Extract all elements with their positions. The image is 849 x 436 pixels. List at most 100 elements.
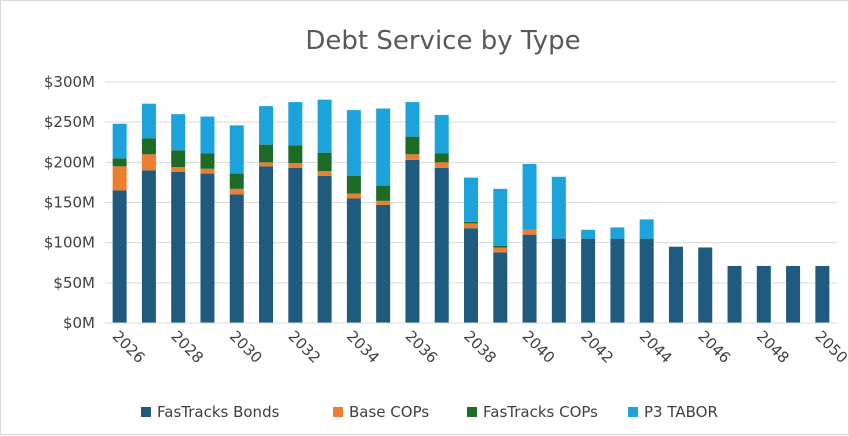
bar-segment-p3-tabor-2027 [141,103,156,139]
bar-segment-fastracks-bonds-2035 [376,204,391,323]
x-tick-label: 2042 [577,327,617,367]
legend-label: Base COPs [349,403,429,421]
bar-segment-fastracks-bonds-2029 [200,173,215,323]
bar-segment-fastracks-bonds-2047 [727,265,742,323]
bar-segment-p3-tabor-2036 [405,102,420,137]
legend-label: P3 TABOR [644,403,718,421]
bar-segment-fastracks-bonds-2041 [551,238,566,323]
bar-segment-fastracks-bonds-2049 [786,265,801,323]
bar-segment-p3-tabor-2037 [434,114,449,154]
bar-segment-p3-tabor-2026 [112,123,127,159]
bar-segment-p3-tabor-2032 [288,102,303,146]
bar-segment-fastracks-bonds-2038 [464,228,478,323]
bar-segment-p3-tabor-2044 [639,219,654,239]
bar-segment-fastracks-cops-2039 [493,245,508,248]
bar-segment-fastracks-bonds-2044 [639,238,654,323]
bar-segment-fastracks-bonds-2036 [405,159,420,323]
bar-segment-fastracks-bonds-2030 [229,194,244,323]
bar-segment-fastracks-bonds-2050 [815,265,830,323]
legend-swatch-base-cops [333,407,343,417]
bar-segment-base-cops-2033 [317,171,332,176]
bar-segment-fastracks-cops-2034 [346,175,361,194]
bar-segment-fastracks-bonds-2028 [171,171,186,323]
bar-segment-fastracks-bonds-2026 [112,190,127,323]
x-tick-label: 2028 [167,327,207,367]
bar-segment-p3-tabor-2028 [171,114,186,151]
x-tick-label: 2048 [753,327,793,367]
x-tick-label: 2030 [226,327,266,367]
bar-segment-p3-tabor-2041 [551,176,566,239]
y-axis-ticks: $0M $50M $100M $150M $200M $250M $300M [44,73,95,332]
bar-segment-fastracks-bonds-2033 [317,175,332,323]
bar-segment-p3-tabor-2035 [376,108,391,186]
bar-segment-p3-tabor-2034 [346,110,361,176]
y-tick-label: $250M [44,113,95,131]
x-tick-label: 2036 [402,327,442,367]
x-tick-label: 2040 [519,327,559,367]
y-tick-label: $0M [63,314,95,332]
bar-segment-fastracks-cops-2031 [259,144,274,163]
legend-label: FasTracks Bonds [157,403,280,421]
bar-segment-fastracks-bonds-2046 [698,247,713,323]
bar-segment-fastracks-bonds-2034 [346,198,361,323]
bar-segment-base-cops-2027 [141,154,156,171]
bar-segment-base-cops-2037 [434,162,449,168]
bar-segment-p3-tabor-2042 [581,229,596,239]
x-tick-label: 2026 [109,327,149,367]
y-tick-label: $100M [44,234,95,252]
bar-segment-base-cops-2026 [112,166,127,191]
bar-segment-fastracks-cops-2036 [405,136,420,155]
bar-segment-base-cops-2040 [522,229,537,235]
legend-swatch-p3-tabor [628,407,638,417]
y-tick-label: $50M [53,274,95,292]
bar-segment-p3-tabor-2043 [610,227,625,239]
x-tick-label: 2050 [812,327,849,367]
bar-segment-p3-tabor-2039 [493,188,508,246]
bar-segment-base-cops-2038 [464,223,478,229]
bar-segment-p3-tabor-2040 [522,163,537,230]
y-tick-label: $200M [44,153,95,171]
bar-segment-fastracks-bonds-2037 [434,167,449,323]
bar-segment-p3-tabor-2038 [464,177,478,222]
bar-segment-fastracks-cops-2027 [141,138,156,155]
bar-segment-fastracks-bonds-2043 [610,238,625,323]
legend-swatch-fastracks-bonds [141,407,151,417]
legend: FasTracks Bonds Base COPs FasTracks COPs P3… [141,403,718,421]
bar-segment-fastracks-cops-2029 [200,153,215,169]
bar-segment-base-cops-2032 [288,163,303,168]
bar-segment-fastracks-cops-2038 [464,221,478,224]
bar-segment-fastracks-bonds-2040 [522,234,537,323]
bar-segment-base-cops-2035 [376,200,391,205]
x-tick-label: 2032 [284,327,324,367]
bar-segment-p3-tabor-2031 [259,106,274,145]
bar-segment-base-cops-2030 [229,188,244,195]
bar-segment-fastracks-cops-2032 [288,145,303,164]
bar-segment-fastracks-bonds-2027 [141,170,156,323]
legend-swatch-fastracks-cops [467,407,477,417]
bar-segment-fastracks-cops-2035 [376,185,391,201]
bar-segment-fastracks-bonds-2031 [259,166,274,323]
x-axis-ticks: 2026 2028 2030 2032 2034 2036 2038 2040 2042 2044… [109,327,849,367]
bar-segment-fastracks-cops-2030 [229,173,244,189]
bar-segment-fastracks-bonds-2045 [668,246,683,323]
x-tick-label: 2038 [460,327,500,367]
bar-segment-base-cops-2028 [171,167,186,172]
bar-segment-fastracks-bonds-2042 [581,238,596,323]
bar-segment-fastracks-bonds-2039 [493,252,508,323]
bar-segment-base-cops-2029 [200,168,215,174]
bar-segment-fastracks-bonds-2048 [756,265,771,323]
bar-segment-base-cops-2039 [493,247,508,253]
legend-label: FasTracks COPs [483,403,598,421]
bar-segment-fastracks-cops-2028 [171,150,186,168]
y-tick-label: $300M [44,73,95,91]
bar-segment-fastracks-bonds-2032 [288,167,303,323]
x-tick-label: 2034 [343,327,383,367]
y-tick-label: $150M [44,194,95,212]
bar-segment-fastracks-cops-2033 [317,152,332,172]
bar-segment-base-cops-2031 [259,162,274,167]
bar-segment-base-cops-2034 [346,193,361,199]
bar-segment-base-cops-2036 [405,154,420,160]
bar-segment-p3-tabor-2029 [200,116,215,154]
